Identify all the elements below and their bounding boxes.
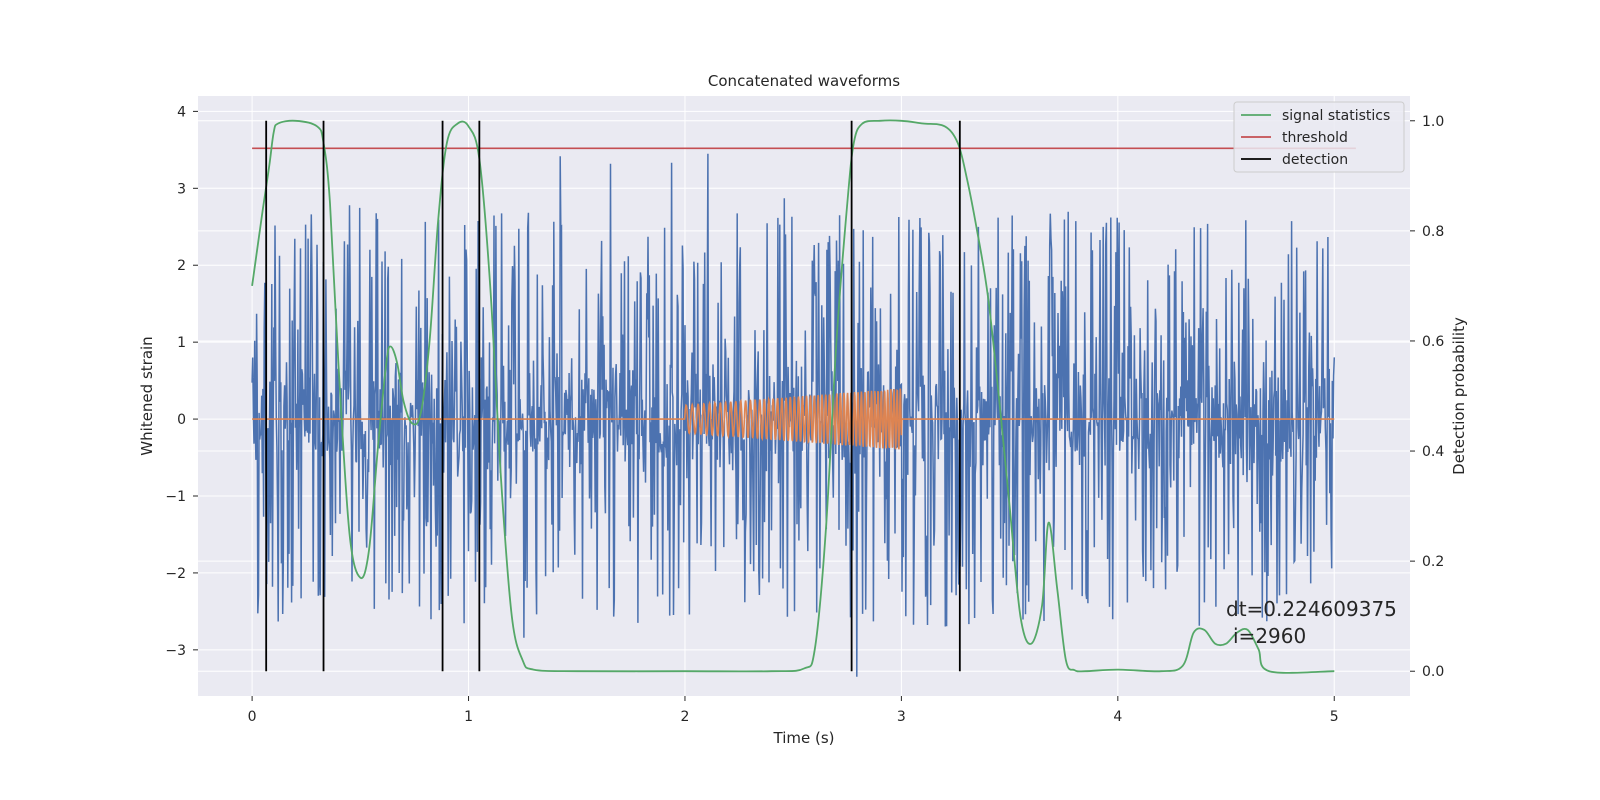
y-tick-label: 4 bbox=[177, 104, 186, 120]
y-tick-label: −2 bbox=[165, 566, 186, 582]
legend-box bbox=[1233, 101, 1405, 173]
y2-tick-label: 0.8 bbox=[1422, 224, 1444, 240]
y2-tick-label: 1.0 bbox=[1422, 114, 1444, 130]
legend-label-detection: detection bbox=[1282, 152, 1348, 168]
x-axis-title: Time (s) bbox=[773, 729, 835, 747]
legend: signal statistics threshold detection bbox=[1233, 101, 1405, 173]
legend-label-signal: signal statistics bbox=[1282, 108, 1390, 124]
y-tick-label: 2 bbox=[177, 258, 186, 274]
y-tick-label: 1 bbox=[177, 335, 186, 351]
y2-axis-title: Detection probability bbox=[1450, 317, 1468, 475]
x-tick-label: 5 bbox=[1330, 709, 1339, 725]
y-tick-label: 0 bbox=[177, 412, 186, 428]
chart-title: Concatenated waveforms bbox=[708, 72, 900, 90]
signal-statistics-line bbox=[251, 119, 1335, 674]
y2-tick-label: 0.0 bbox=[1422, 664, 1444, 680]
y-tick-label: −3 bbox=[165, 643, 186, 659]
x-tick-label: 0 bbox=[248, 709, 257, 725]
x-tick-label: 3 bbox=[897, 709, 906, 725]
axes: 0 1 2 3 4 5 −3 −2 −1 0 1 2 3 4 0.0 0.2 0.4 0.6 0.8 1.0 bbox=[165, 104, 1444, 725]
y-axis-title: Whitened strain bbox=[138, 336, 156, 455]
legend-label-threshold: threshold bbox=[1282, 130, 1348, 146]
series-chirp-waveform bbox=[252, 388, 1335, 450]
series-detection-probability bbox=[251, 119, 1356, 674]
annotation-dt: dt=0.224609375 bbox=[1226, 597, 1397, 621]
x-tick-label: 2 bbox=[681, 709, 690, 725]
y-tick-label: 3 bbox=[177, 181, 186, 197]
y2-tick-label: 0.4 bbox=[1422, 444, 1444, 460]
y-tick-label: −1 bbox=[165, 489, 186, 505]
x-tick-label: 4 bbox=[1113, 709, 1122, 725]
annotation-index: i=2960 bbox=[1233, 624, 1306, 648]
y2-tick-label: 0.6 bbox=[1422, 334, 1444, 350]
y2-tick-label: 0.2 bbox=[1422, 554, 1444, 570]
x-tick-label: 1 bbox=[464, 709, 473, 725]
series-strain-noise bbox=[251, 153, 1336, 677]
chirp-waveform-line bbox=[252, 388, 1335, 450]
strain-noise-line bbox=[251, 153, 1336, 677]
